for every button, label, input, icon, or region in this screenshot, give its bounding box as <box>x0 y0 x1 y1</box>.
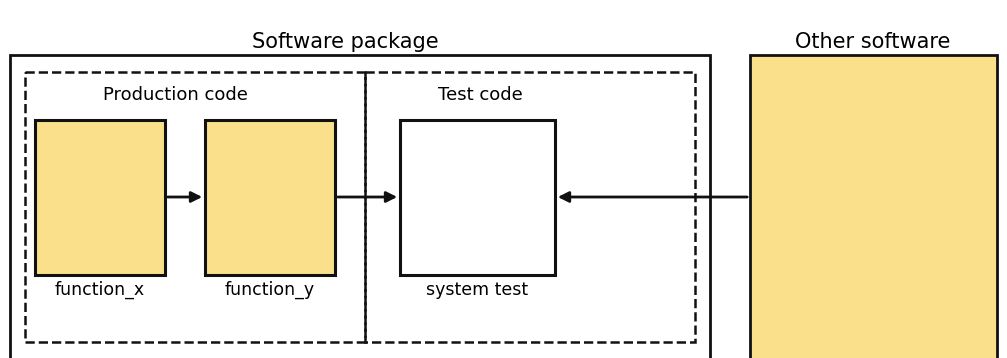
Bar <box>750 55 997 358</box>
Bar <box>365 72 695 342</box>
Text: Test code: Test code <box>438 86 523 104</box>
Text: system test: system test <box>426 281 528 299</box>
Text: Other software: Other software <box>796 32 951 52</box>
Bar <box>10 55 710 358</box>
Bar <box>25 72 365 342</box>
Text: Production code: Production code <box>103 86 248 104</box>
Bar <box>35 120 165 275</box>
Text: Software package: Software package <box>252 32 438 52</box>
Bar <box>205 120 335 275</box>
Bar <box>400 120 555 275</box>
Text: function_y: function_y <box>225 281 315 299</box>
Text: function_x: function_x <box>55 281 145 299</box>
